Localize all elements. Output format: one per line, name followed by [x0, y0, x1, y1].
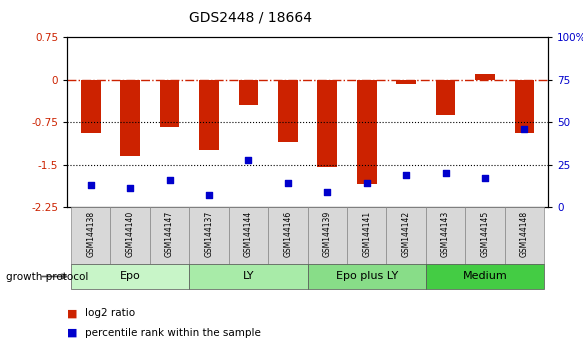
Bar [278, 80, 298, 142]
Point [244, 157, 253, 162]
Bar [426, 264, 544, 289]
Bar [81, 80, 100, 133]
Text: LY: LY [243, 272, 254, 281]
Bar [71, 264, 189, 289]
Text: Medium: Medium [462, 272, 507, 281]
Bar [436, 80, 455, 115]
Point [441, 170, 450, 176]
Bar [150, 207, 189, 264]
Bar [189, 264, 308, 289]
Bar [160, 80, 180, 127]
Text: growth protocol: growth protocol [6, 272, 88, 282]
Bar [426, 207, 465, 264]
Bar [465, 207, 505, 264]
Text: ■: ■ [67, 328, 78, 338]
Point [283, 181, 293, 186]
Bar [268, 207, 308, 264]
Text: GDS2448 / 18664: GDS2448 / 18664 [189, 11, 312, 25]
Text: percentile rank within the sample: percentile rank within the sample [85, 328, 261, 338]
Text: GSM144147: GSM144147 [165, 211, 174, 257]
Bar [199, 80, 219, 150]
Bar [515, 80, 534, 133]
Bar [475, 74, 495, 80]
Text: GSM144138: GSM144138 [86, 211, 95, 257]
Text: Epo plus LY: Epo plus LY [336, 272, 398, 281]
Text: GSM144141: GSM144141 [362, 211, 371, 257]
Bar [308, 207, 347, 264]
Point [204, 192, 213, 198]
Bar [505, 207, 544, 264]
Text: GSM144146: GSM144146 [283, 211, 292, 257]
Point [402, 172, 411, 178]
Text: GSM144144: GSM144144 [244, 211, 253, 257]
Text: GSM144142: GSM144142 [402, 211, 410, 257]
Text: GSM144139: GSM144139 [323, 211, 332, 257]
Point [86, 182, 96, 188]
Bar [396, 80, 416, 84]
Bar [110, 207, 150, 264]
Point [362, 181, 371, 186]
Point [165, 177, 174, 183]
Point [322, 189, 332, 195]
Text: log2 ratio: log2 ratio [85, 308, 135, 318]
Point [125, 185, 135, 191]
Text: GSM144143: GSM144143 [441, 211, 450, 257]
Bar [387, 207, 426, 264]
Bar [308, 264, 426, 289]
Bar [357, 80, 377, 184]
Bar [238, 80, 258, 105]
Text: ■: ■ [67, 308, 78, 318]
Bar [71, 207, 110, 264]
Text: GSM144145: GSM144145 [480, 211, 490, 257]
Bar [317, 80, 337, 167]
Text: GSM144140: GSM144140 [125, 211, 135, 257]
Text: GSM144148: GSM144148 [520, 211, 529, 257]
Text: Epo: Epo [120, 272, 141, 281]
Bar [347, 207, 387, 264]
Bar [229, 207, 268, 264]
Bar [189, 207, 229, 264]
Point [480, 175, 490, 181]
Point [519, 126, 529, 132]
Text: GSM144137: GSM144137 [205, 211, 213, 257]
Bar [120, 80, 140, 156]
